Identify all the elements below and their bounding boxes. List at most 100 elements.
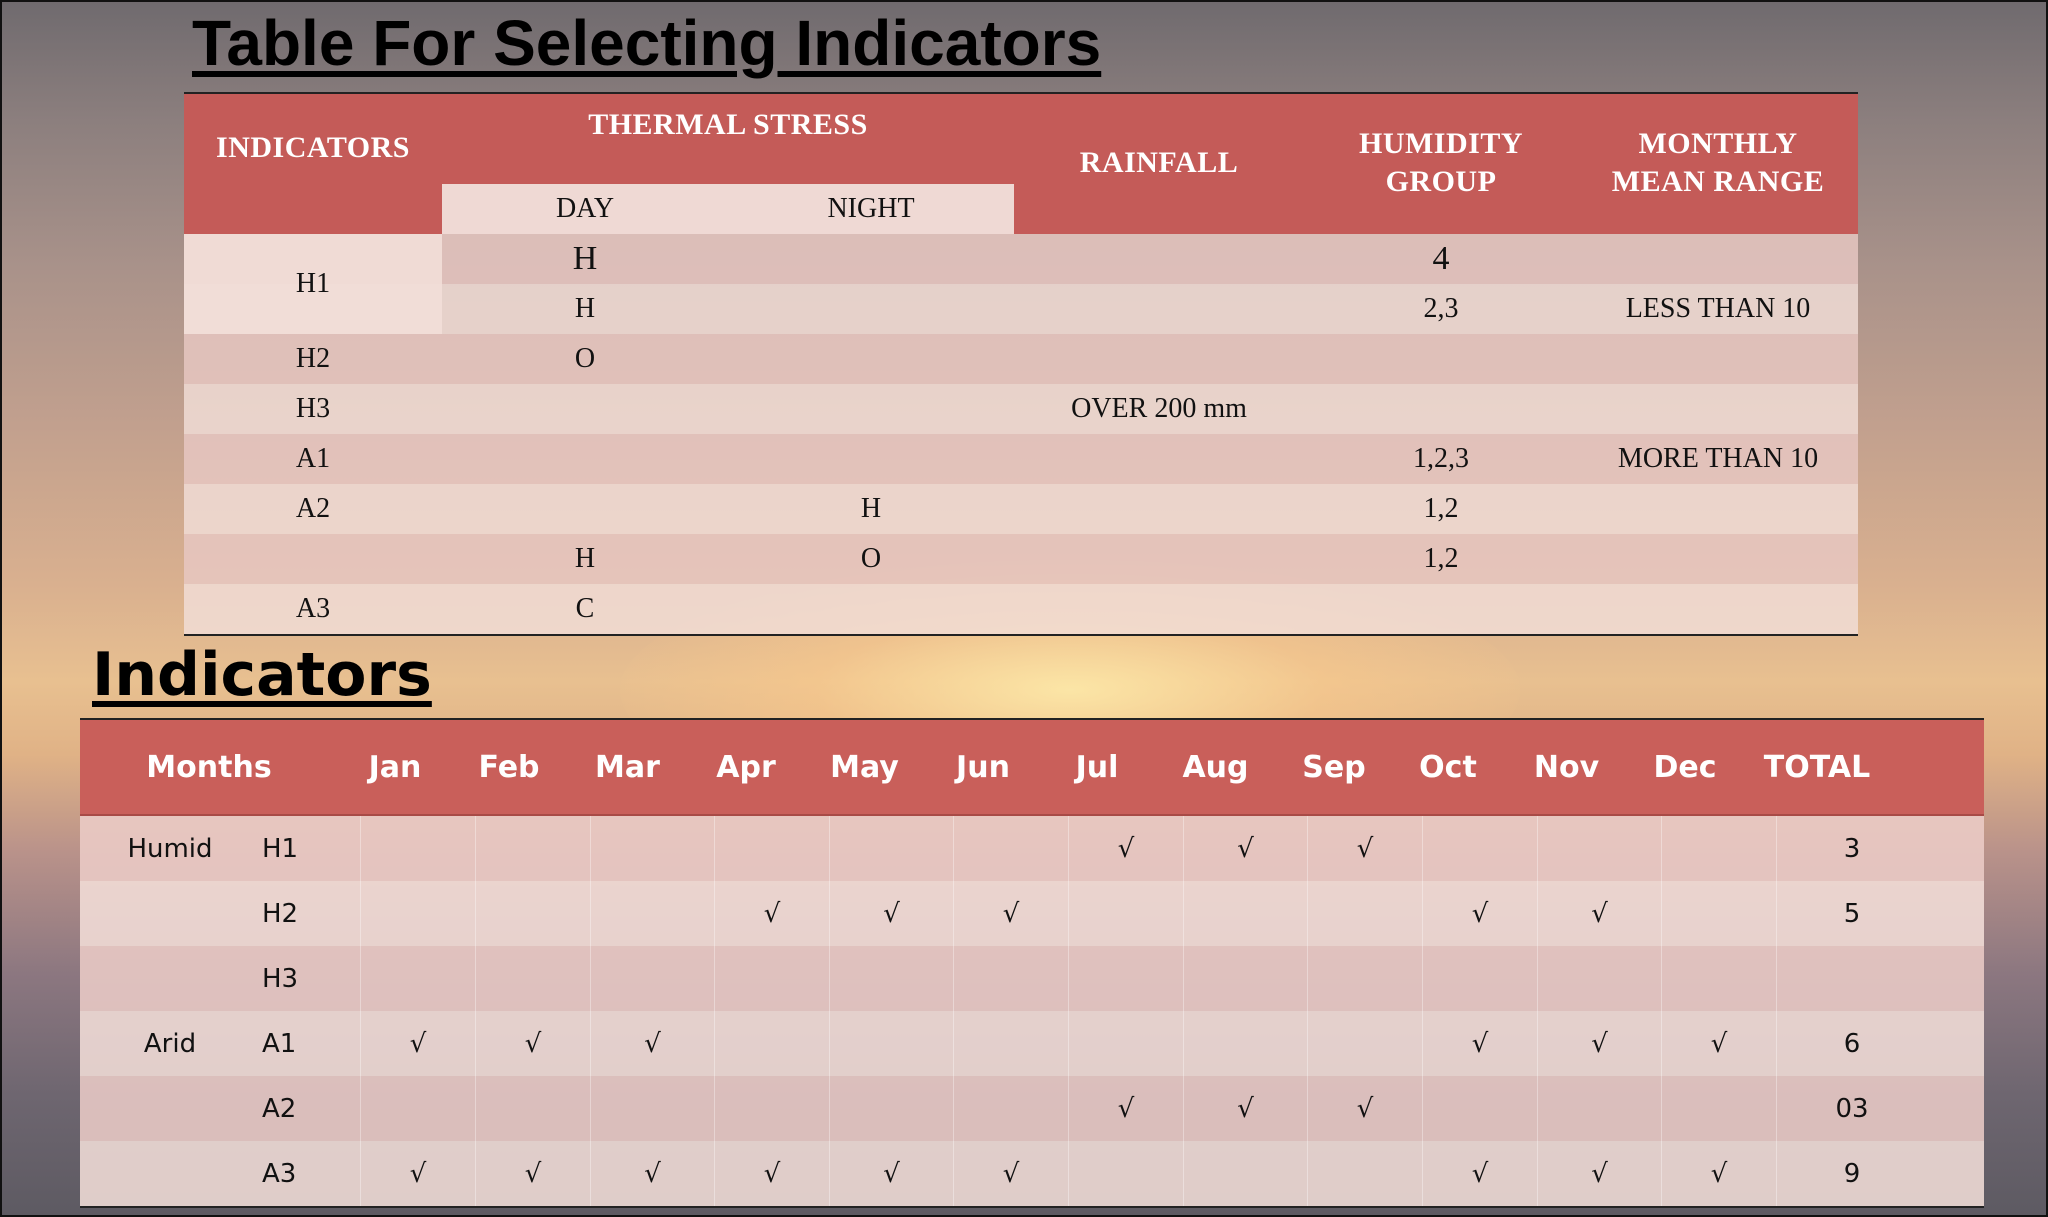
check-cell	[1183, 946, 1307, 1011]
check-cell	[714, 946, 829, 1011]
monthly-indicators-table-header: Months Jan Feb Mar Apr May Jun Jul Aug Sep Oct Nov D…	[80, 720, 1984, 816]
header-total: TOTAL	[1763, 749, 1871, 785]
cell-night	[728, 434, 1014, 484]
row-group-label	[80, 946, 240, 1011]
cell-night: O	[860, 543, 882, 574]
check-cell	[1183, 881, 1307, 946]
check-cell	[953, 1076, 1068, 1141]
cell-humidity: 2,3	[1423, 293, 1459, 324]
cell-day	[442, 434, 728, 484]
check-cell	[1422, 946, 1537, 1011]
total-cell: 6	[1776, 1011, 1927, 1076]
check-cell: √	[1183, 816, 1307, 881]
check-cell	[714, 816, 829, 881]
check-cell	[1307, 1141, 1422, 1206]
header-humidity-group: HUMIDITY GROUP	[1304, 125, 1578, 201]
header-humidity-group-line2: GROUP	[1385, 165, 1497, 198]
header-monthly-mean-range-line1: MONTHLY	[1638, 127, 1798, 160]
check-cell: √	[1422, 881, 1537, 946]
cell-rainfall	[1014, 534, 1304, 584]
check-cell	[1068, 1141, 1183, 1206]
indicator-h1-cell: H1	[184, 234, 442, 334]
row-group-label: Arid	[143, 1028, 197, 1059]
cell-night	[728, 284, 1014, 334]
cell-rainfall	[1014, 434, 1304, 484]
header-mar: Mar	[595, 749, 660, 785]
cell-rainfall	[1014, 584, 1304, 634]
cell-day	[442, 484, 728, 534]
cell-night	[728, 384, 1014, 434]
cell-range	[1578, 484, 1858, 534]
cell-indicator: H3	[295, 393, 331, 424]
check-cell: √	[360, 1141, 475, 1206]
check-cell	[829, 946, 953, 1011]
cell-day: H	[572, 240, 598, 277]
table-row: A2 H 1,2	[184, 484, 1858, 534]
row-group-label	[80, 1141, 240, 1206]
check-cell	[590, 816, 714, 881]
row-code-label: H3	[262, 963, 299, 994]
check-cell: √	[1307, 816, 1422, 881]
row-code-label: A1	[262, 1028, 297, 1059]
check-cell: √	[714, 1141, 829, 1206]
page-title: Table For Selecting Indicators	[192, 7, 1102, 79]
row-group-label	[80, 1076, 240, 1141]
header-months: Months	[146, 749, 272, 785]
check-cell	[1661, 816, 1776, 881]
check-cell	[360, 1076, 475, 1141]
table-row: A2 √ √ √ 03	[80, 1076, 1984, 1141]
cell-rainfall	[1014, 484, 1304, 534]
table-row: H3 OVER 200 mm	[184, 384, 1858, 434]
cell-day: O	[574, 343, 596, 374]
header-aug: Aug	[1182, 749, 1249, 785]
check-cell: √	[475, 1141, 590, 1206]
check-cell	[475, 1076, 590, 1141]
table-row: A1 1,2,3 MORE THAN 10	[184, 434, 1858, 484]
cell-humidity: 1,2	[1423, 493, 1459, 524]
indicator-selection-table-body: H1 H 4 H 2,3 LESS THAN 10 H2 O H3 OVER 200 mm A1 1…	[184, 234, 1858, 634]
check-cell: √	[475, 1011, 590, 1076]
header-nov: Nov	[1533, 749, 1600, 785]
row-code-label: H1	[262, 833, 299, 864]
check-cell	[475, 881, 590, 946]
check-cell	[1661, 881, 1776, 946]
check-cell: √	[1422, 1141, 1537, 1206]
cell-humidity: 1,2,3	[1413, 443, 1469, 474]
check-cell: √	[953, 1141, 1068, 1206]
indicator-selection-table: INDICATORS THERMAL STRESS RAINFALL HUMID…	[184, 92, 1858, 636]
header-feb: Feb	[478, 749, 540, 785]
header-indicators: INDICATORS	[216, 131, 410, 164]
check-cell	[829, 816, 953, 881]
header-may: May	[830, 749, 899, 785]
check-cell: √	[1068, 1076, 1183, 1141]
row-code-label: A3	[262, 1158, 297, 1189]
check-cell: √	[1307, 1076, 1422, 1141]
check-cell: √	[360, 1011, 475, 1076]
check-cell	[590, 1076, 714, 1141]
cell-humidity	[1304, 384, 1578, 434]
check-cell	[714, 1011, 829, 1076]
cell-rainfall	[1014, 234, 1304, 284]
cell-range	[1578, 234, 1858, 284]
header-humidity-group-line1: HUMIDITY	[1358, 127, 1523, 160]
cell-day	[442, 384, 728, 434]
cell-rainfall	[1014, 284, 1304, 334]
check-cell	[1422, 1076, 1537, 1141]
header-thermal-stress: THERMAL STRESS	[588, 108, 868, 141]
check-cell	[1537, 946, 1661, 1011]
check-cell	[953, 816, 1068, 881]
check-cell: √	[590, 1141, 714, 1206]
monthly-indicators-table-body: Humid H1 √ √ √ 3 H2 √ √ √ √ √ 5 H3 Arid A1 √ √ √ √ √ √ 6 A2 √ √ √ 0…	[80, 816, 1984, 1206]
check-cell	[360, 881, 475, 946]
check-cell: √	[1661, 1011, 1776, 1076]
table-row: H 2,3 LESS THAN 10	[184, 284, 1858, 334]
table-row: H3	[80, 946, 1984, 1011]
cell-night: H	[860, 493, 882, 524]
monthly-indicators-table: Months Jan Feb Mar Apr May Jun Jul Aug Sep Oct Nov D…	[80, 718, 1984, 1208]
cell-range	[1578, 584, 1858, 634]
check-cell	[475, 946, 590, 1011]
check-cell	[953, 1011, 1068, 1076]
header-day: DAY	[555, 193, 615, 224]
header-rainfall: RAINFALL	[1079, 146, 1239, 179]
